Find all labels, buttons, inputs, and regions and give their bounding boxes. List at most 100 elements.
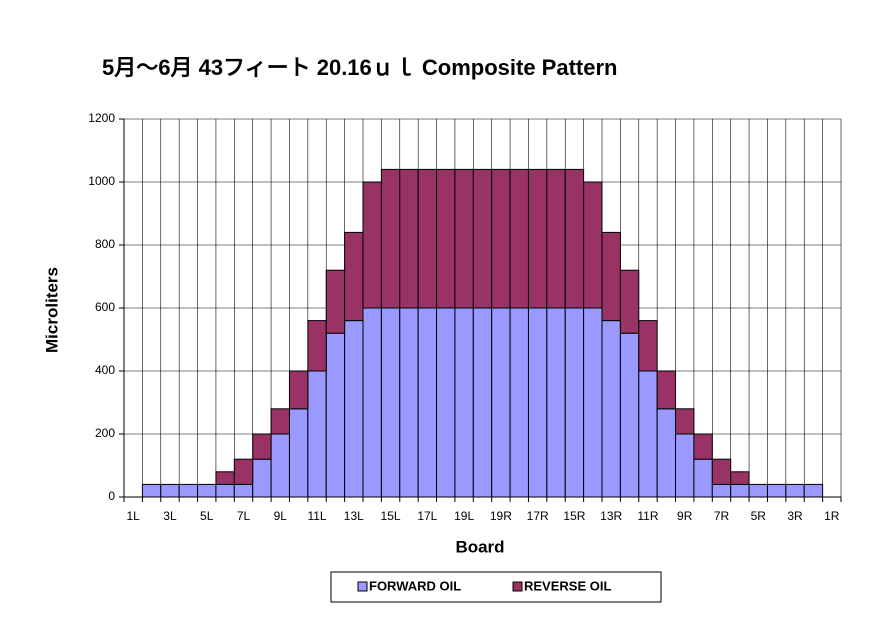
x-tick-label: 5L: [200, 509, 214, 523]
bar-segment: [362, 307, 382, 498]
bar-segment: [288, 408, 309, 498]
bar-segment: [270, 408, 290, 435]
bar-segment: [362, 181, 382, 309]
bar-segment: [491, 168, 511, 309]
bar-segment: [436, 307, 456, 498]
bar-segment: [564, 307, 585, 498]
y-tick-label: 400: [95, 363, 115, 377]
x-tick-label: 7L: [237, 509, 251, 523]
x-tick-label: 19R: [490, 509, 512, 523]
x-tick-label: 1R: [824, 509, 840, 523]
bar-segment: [417, 168, 438, 309]
bar-segment: [197, 483, 217, 498]
legend-swatch: [512, 581, 523, 592]
bar-segment: [583, 181, 603, 309]
x-tick-label: 5R: [751, 509, 767, 523]
bar-segment: [325, 269, 346, 334]
bar-segment: [215, 483, 235, 498]
bar-segment: [546, 168, 566, 309]
bar-segment: [785, 483, 805, 498]
legend-label: FORWARD OIL: [369, 578, 461, 593]
y-tick-label: 800: [95, 237, 115, 251]
bar-segment: [491, 307, 511, 498]
x-tick-label: 17R: [527, 509, 549, 523]
bar-segment: [399, 168, 419, 309]
bar-segment: [527, 307, 548, 498]
bar-segment: [711, 458, 732, 485]
bar-segment: [619, 332, 640, 498]
bar-segment: [215, 471, 235, 485]
bar-segment: [711, 483, 732, 498]
bar-segment: [344, 231, 364, 322]
x-tick-label: 11L: [307, 509, 326, 523]
legend-label: REVERSE OIL: [524, 578, 611, 593]
x-tick-label: 15R: [563, 509, 585, 523]
x-tick-label: 1L: [127, 509, 141, 523]
x-tick-label: 7R: [714, 509, 730, 523]
bar-segment: [583, 307, 603, 498]
legend-swatch: [357, 581, 368, 592]
bar-segment: [307, 320, 327, 372]
y-tick-label: 1200: [88, 111, 115, 125]
x-tick-label: 13L: [344, 509, 364, 523]
bar-segment: [766, 483, 787, 498]
x-tick-label: 17L: [417, 509, 437, 523]
x-tick-label: 19L: [454, 509, 474, 523]
bar-segment: [693, 433, 713, 460]
bar-segment: [233, 458, 254, 485]
x-axis-title: Board: [455, 537, 504, 556]
bar-segment: [546, 307, 566, 498]
bar-segment: [288, 370, 309, 410]
bar-segment: [141, 483, 162, 498]
bar-segment: [454, 168, 474, 309]
bar-segment: [656, 408, 677, 498]
bar-segment: [509, 168, 529, 309]
bar-segment: [748, 483, 768, 498]
bar-segment: [656, 370, 677, 410]
bar-segment: [380, 168, 401, 309]
bar-segment: [564, 168, 585, 309]
bar-segment: [270, 433, 290, 498]
bar-segment: [730, 483, 750, 498]
bar-segment: [380, 307, 401, 498]
bar-segment: [509, 307, 529, 498]
x-tick-label: 11R: [637, 509, 658, 523]
bar-segment: [693, 458, 713, 498]
bar-segment: [417, 307, 438, 498]
bar-segment: [638, 320, 658, 372]
y-tick-label: 1000: [88, 174, 115, 188]
x-tick-label: 13R: [600, 509, 622, 523]
bar-segment: [527, 168, 548, 309]
x-tick-label: 15L: [381, 509, 401, 523]
bar-segment: [675, 433, 695, 498]
x-tick-label: 9L: [274, 509, 288, 523]
y-tick-label: 0: [108, 489, 115, 503]
bar-segment: [454, 307, 474, 498]
y-axis-title: Microliters: [42, 267, 61, 353]
bar-segment: [803, 483, 824, 498]
bar-segment: [601, 320, 621, 498]
y-tick-label: 600: [95, 300, 115, 314]
bar-segment: [675, 408, 695, 435]
bar-segment: [252, 433, 272, 460]
x-tick-label: 9R: [677, 509, 693, 523]
bar-segment: [325, 332, 346, 498]
bar-segment: [619, 269, 640, 334]
bar-segment: [730, 471, 750, 485]
x-tick-label: 3L: [163, 509, 177, 523]
bar-segment: [233, 483, 254, 498]
bar-segment: [160, 483, 180, 498]
bar-segment: [252, 458, 272, 498]
legend-box: [330, 571, 662, 603]
bar-segment: [472, 168, 493, 309]
bar-segment: [344, 320, 364, 498]
bar-segment: [472, 307, 493, 498]
chart-title: 5月～6月 43フィート 20.16ｕｌ Composite Pattern: [102, 55, 617, 80]
bar-segment: [178, 483, 199, 498]
x-tick-label: 3R: [787, 509, 803, 523]
y-tick-label: 200: [95, 426, 115, 440]
bar-segment: [307, 370, 327, 498]
bar-segment: [399, 307, 419, 498]
bar-segment: [436, 168, 456, 309]
